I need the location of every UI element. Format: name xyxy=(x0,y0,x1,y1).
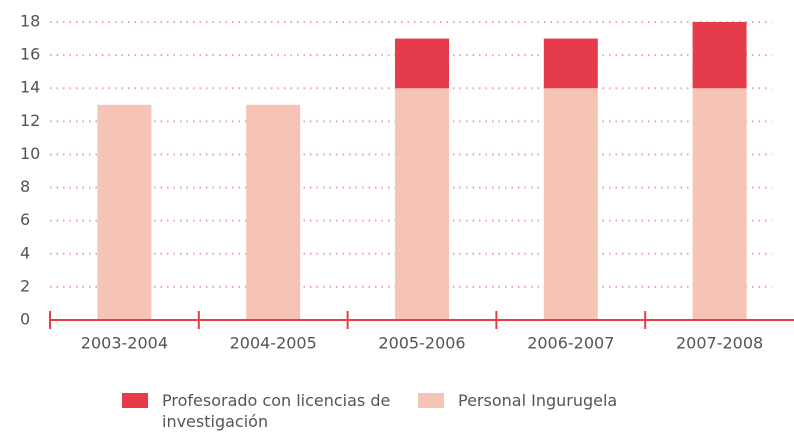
y-tick-label: 16 xyxy=(20,45,40,64)
legend-label: Personal Ingurugela xyxy=(458,391,618,410)
y-tick-label: 4 xyxy=(20,243,30,262)
y-tick-label: 2 xyxy=(20,276,30,295)
legend-swatch xyxy=(418,393,444,408)
y-tick-label: 10 xyxy=(20,144,40,163)
x-tick-label: 2003-2004 xyxy=(81,334,168,353)
y-tick-label: 6 xyxy=(20,210,30,229)
legend-item: Personal Ingurugela xyxy=(418,390,718,411)
x-tick-label: 2006-2007 xyxy=(527,334,614,353)
y-tick-label: 12 xyxy=(20,111,40,130)
bar-segment xyxy=(543,88,598,320)
legend-item: Profesorado con licencias de investigaci… xyxy=(122,390,412,432)
y-tick-label: 0 xyxy=(20,310,30,329)
x-tick-label: 2005-2006 xyxy=(378,334,465,353)
x-tick-label: 2007-2008 xyxy=(676,334,763,353)
bar-segment xyxy=(692,22,747,89)
y-tick-label: 8 xyxy=(20,177,30,196)
bar-segment xyxy=(246,104,301,321)
bar-segment xyxy=(543,38,598,89)
legend-swatch xyxy=(122,393,148,408)
bar-segment xyxy=(97,104,152,321)
y-tick-label: 14 xyxy=(20,78,40,97)
legend-label: Profesorado con licencias de investigaci… xyxy=(162,391,391,431)
y-tick-label: 18 xyxy=(20,12,40,31)
bar-segment xyxy=(395,38,449,89)
bar-segment xyxy=(395,88,449,320)
bar-segment xyxy=(692,88,747,320)
x-tick-label: 2004-2005 xyxy=(230,334,317,353)
